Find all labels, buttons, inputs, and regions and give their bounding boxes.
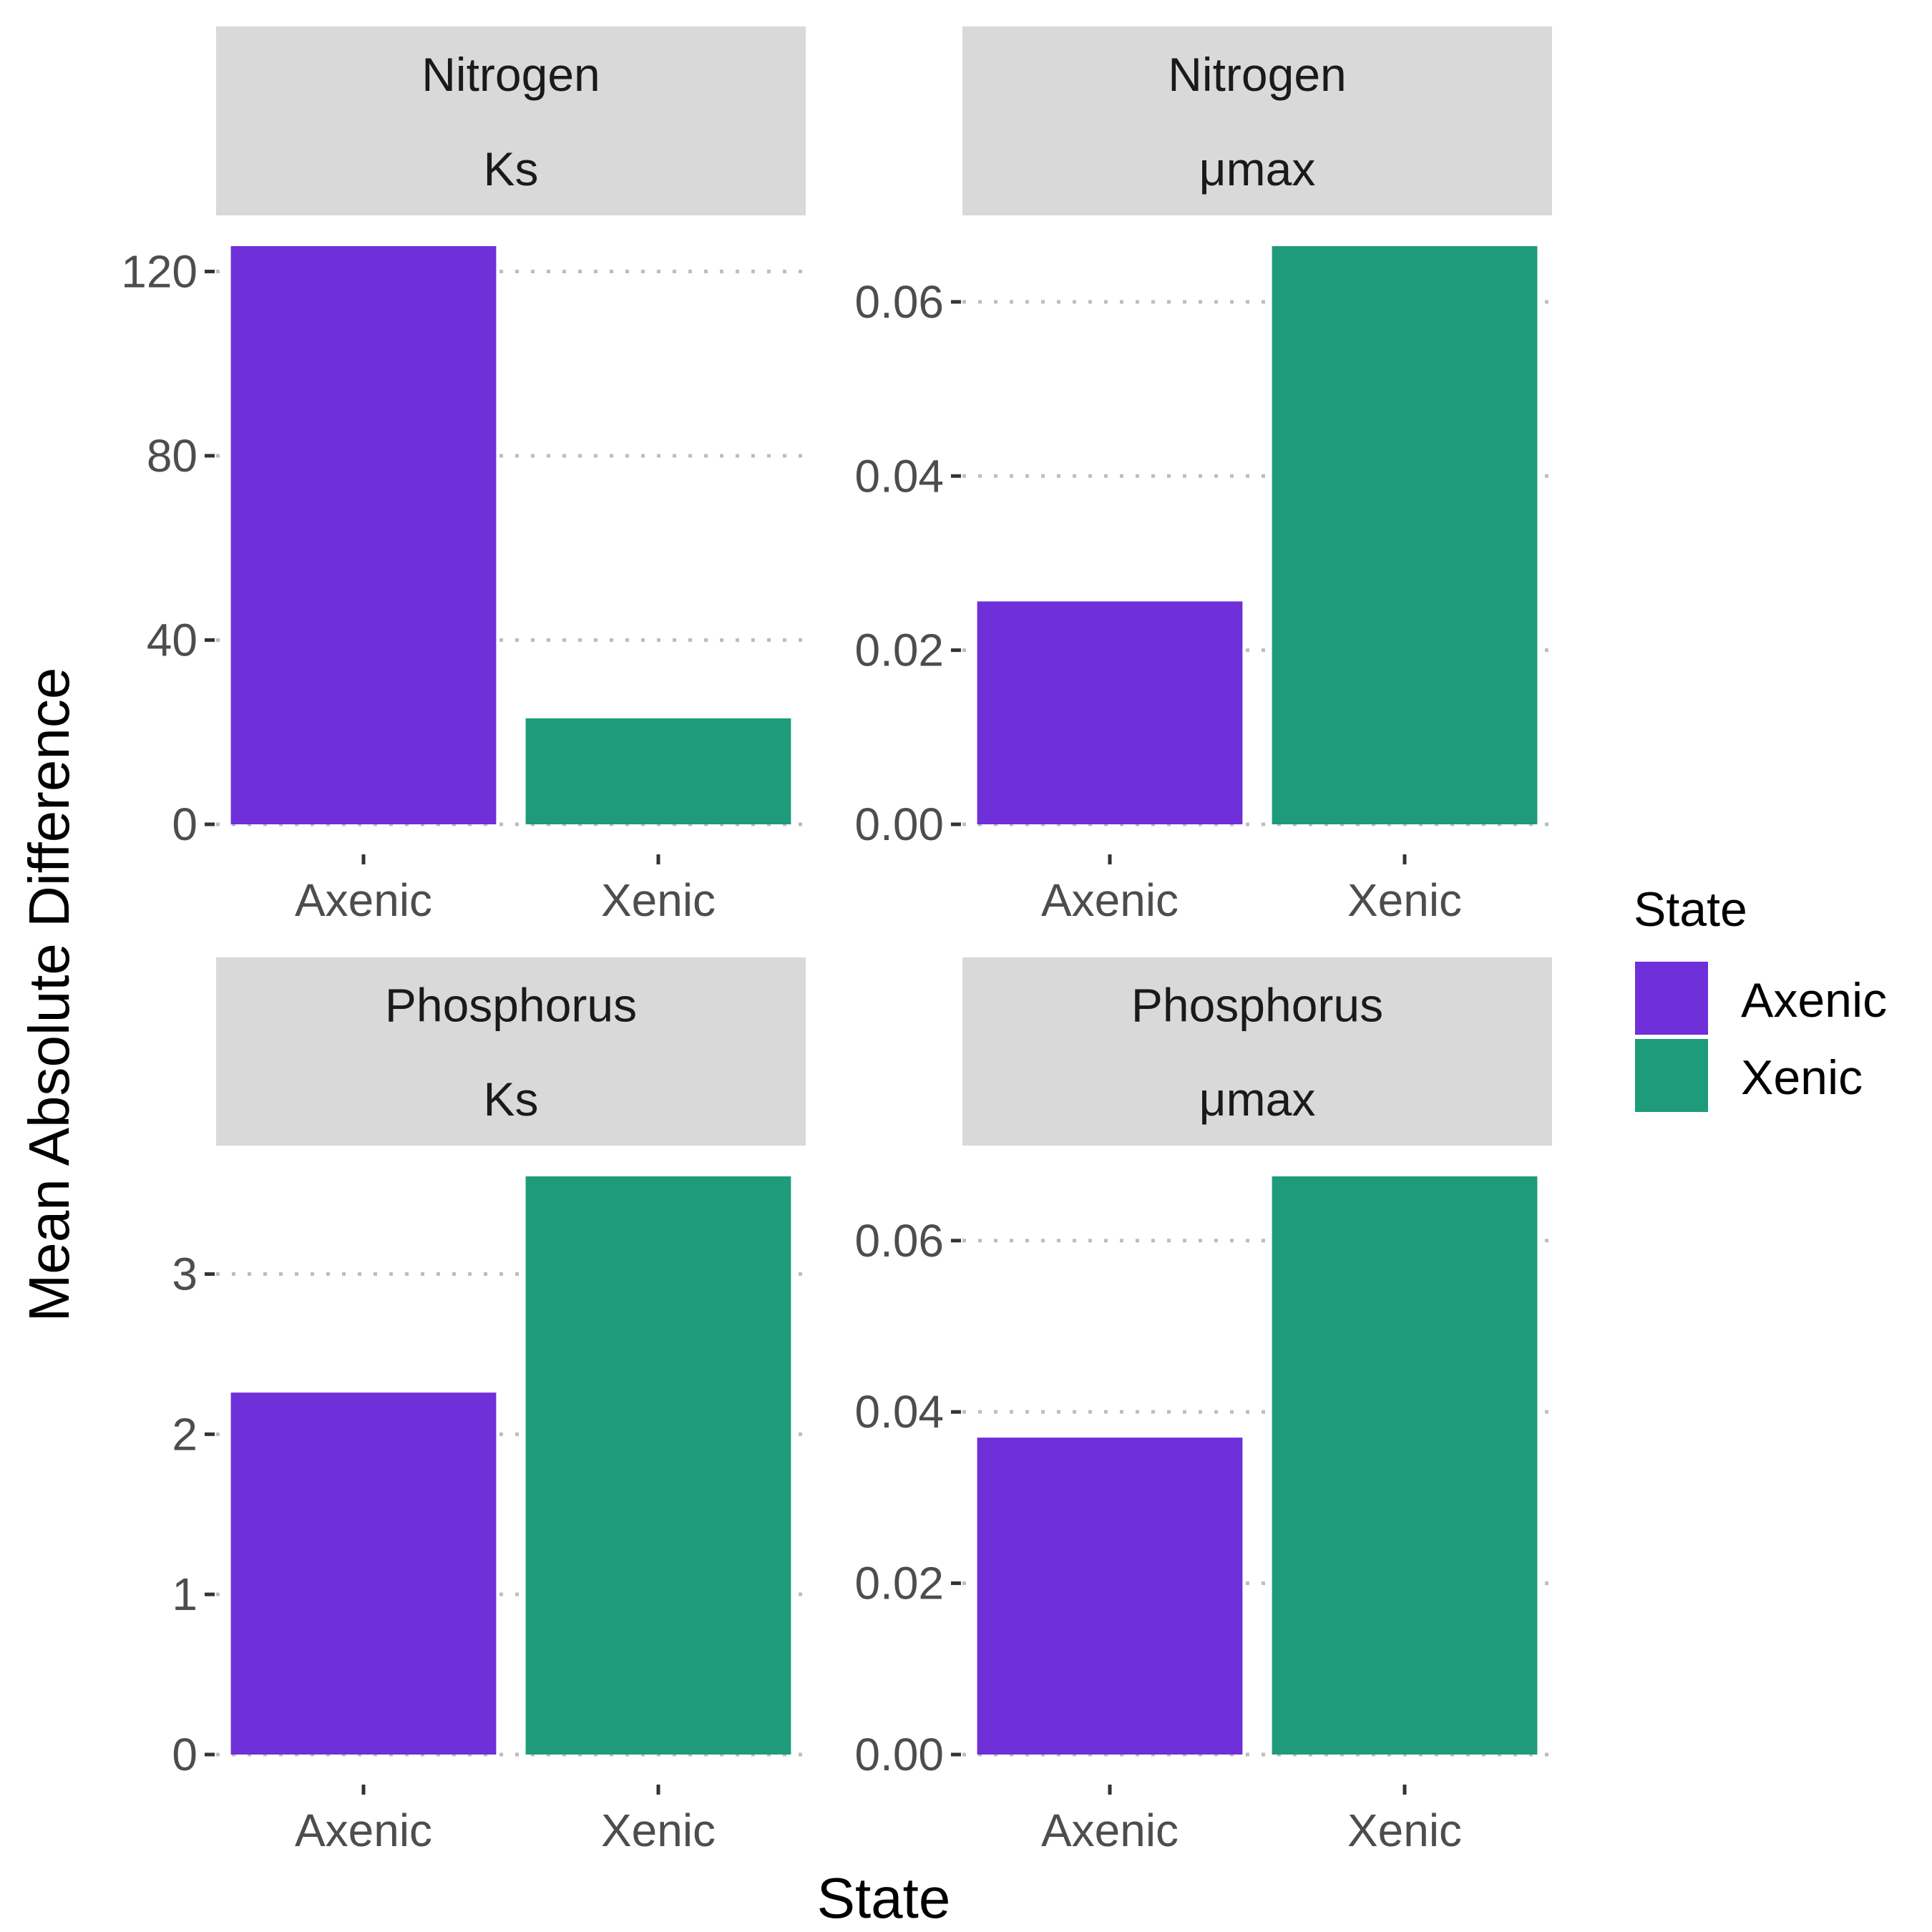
facet-panel-4: Phosphorus μmax 0.00 0.02 0.04 0.06 Axenic Xeni… — [854, 957, 1552, 1856]
y-tick-label: 0.00 — [854, 799, 944, 850]
strip-label-1: Nitrogen — [421, 48, 600, 101]
strip-label-2: μmax — [1199, 1073, 1316, 1126]
bar-axenic — [230, 246, 497, 824]
facet-panel-3: Phosphorus Ks 0 1 2 3 Axenic Xenic — [172, 957, 806, 1856]
y-tick-label: 3 — [172, 1249, 197, 1300]
y-tick-label: 2 — [172, 1408, 197, 1460]
x-tick-label: Axenic — [1041, 874, 1179, 926]
y-axis-title: Mean Absolute Difference — [17, 668, 81, 1322]
bar-xenic — [525, 718, 791, 824]
y-tick-label: 0 — [172, 1729, 197, 1780]
y-tick-label: 1 — [172, 1568, 197, 1620]
x-tick-label: Xenic — [601, 874, 716, 926]
strip-label-1: Phosphorus — [385, 978, 637, 1031]
y-tick-label: 0.02 — [854, 1558, 944, 1609]
x-axis-title: State — [817, 1866, 951, 1930]
y-tick-label: 0 — [172, 799, 197, 850]
strip-label-1: Phosphorus — [1131, 978, 1383, 1031]
bar-xenic — [525, 1176, 791, 1755]
y-tick-label: 0.04 — [854, 450, 944, 502]
x-tick-label: Axenic — [1041, 1805, 1179, 1856]
legend-key-axenic — [1632, 959, 1711, 1038]
y-tick-label: 120 — [121, 245, 197, 297]
strip-phosphorus-ks — [216, 957, 806, 1146]
y-tick-label: 0.06 — [854, 276, 944, 328]
strip-nitrogen-ks — [216, 26, 806, 215]
facet-panel-2: Nitrogen μmax 0.00 0.02 0.04 0.06 Axenic Xenic — [854, 26, 1552, 926]
strip-label-1: Nitrogen — [1168, 48, 1346, 101]
y-tick-label: 0.04 — [854, 1386, 944, 1438]
strip-label-2: Ks — [483, 1073, 538, 1126]
y-tick-label: 0.02 — [854, 625, 944, 676]
facet-panel-1: Nitrogen Ks 0 40 80 120 Axenic Xenic — [121, 26, 806, 926]
y-tick-label: 40 — [147, 614, 197, 665]
bar-xenic — [1272, 1176, 1538, 1755]
strip-label-2: μmax — [1199, 142, 1316, 195]
legend-label-xenic: Xenic — [1741, 1050, 1863, 1105]
bar-xenic — [1272, 246, 1538, 824]
x-tick-label: Axenic — [295, 1805, 432, 1856]
legend: State Axenic Xenic — [1632, 882, 1887, 1115]
strip-label-2: Ks — [483, 142, 538, 195]
bar-axenic — [230, 1392, 497, 1755]
x-tick-label: Xenic — [1347, 874, 1462, 926]
strip-phosphorus-max — [962, 957, 1552, 1146]
x-tick-label: Xenic — [601, 1805, 716, 1856]
x-tick-label: Axenic — [295, 874, 432, 926]
y-tick-label: 0.06 — [854, 1215, 944, 1267]
y-tick-label: 0.00 — [854, 1729, 944, 1780]
y-tick-label: 80 — [147, 430, 197, 482]
strip-nitrogen-max — [962, 26, 1552, 215]
legend-label-axenic: Axenic — [1741, 973, 1887, 1028]
legend-key-xenic — [1632, 1036, 1711, 1115]
x-tick-label: Xenic — [1347, 1805, 1462, 1856]
bar-axenic — [977, 1438, 1243, 1755]
legend-title: State — [1634, 882, 1747, 937]
bar-axenic — [977, 601, 1243, 824]
